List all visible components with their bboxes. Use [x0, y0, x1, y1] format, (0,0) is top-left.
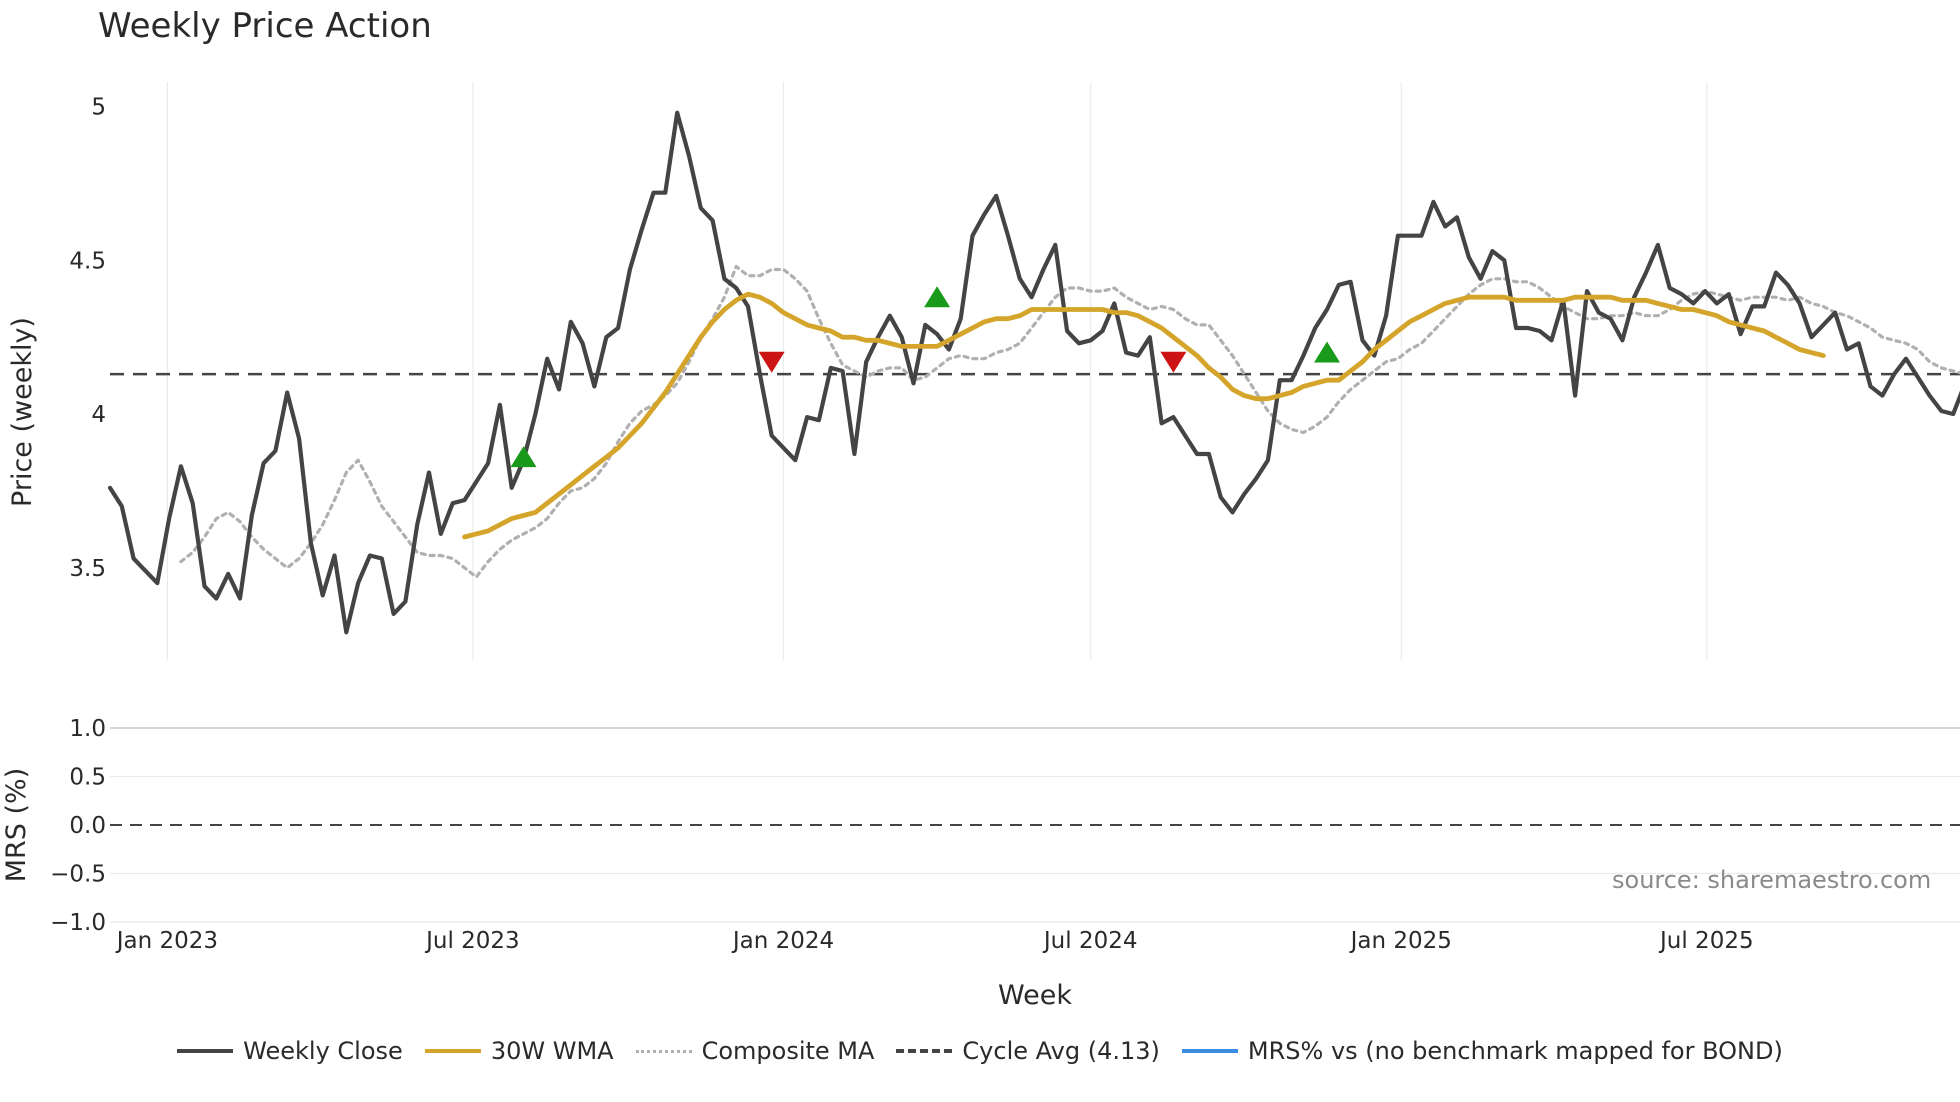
mrs-grid — [110, 727, 1960, 923]
main-ytick-label: 3.5 — [69, 556, 106, 582]
legend-item-cycle: Cycle Avg (4.13) — [896, 1037, 1160, 1065]
legend-swatch — [1181, 1049, 1238, 1053]
legend-label: Composite MA — [701, 1037, 875, 1065]
legend-item-close: Weekly Close — [177, 1037, 403, 1065]
legend: Weekly Close 30W WMA Composite MA Cycle Avg… — [0, 1037, 1960, 1065]
x-axis-label: Week — [998, 980, 1072, 1011]
series-weekly-close — [107, 110, 1960, 635]
main-y-axis: 3.5 4 4.5 5 — [69, 95, 106, 582]
mrs-ytick-label: −1.0 — [50, 910, 106, 936]
buy-signal-marker — [510, 446, 537, 468]
xtick-label: Jul 2024 — [1042, 928, 1138, 954]
main-grid — [166, 82, 1708, 660]
legend-label: MRS% vs (no benchmark mapped for BOND) — [1247, 1037, 1783, 1065]
xtick-label: Jul 2025 — [1658, 928, 1754, 954]
legend-label: Cycle Avg (4.13) — [962, 1037, 1160, 1065]
mrs-y-axis: −1.0 −0.5 0.0 0.5 1.0 — [50, 716, 106, 936]
xtick-label: Jan 2023 — [115, 928, 218, 954]
xtick-label: Jan 2025 — [1349, 928, 1452, 954]
main-series-group — [107, 110, 1960, 635]
series-30w-wma — [462, 291, 1826, 540]
signals-group — [510, 286, 1341, 468]
sell-signal-marker — [758, 351, 785, 373]
mrs-ytick-label: −0.5 — [50, 862, 106, 888]
main-y-axis-label: Price (weekly) — [7, 317, 38, 507]
source-watermark: source: sharemaestro.com — [1612, 866, 1932, 894]
legend-item-composite: Composite MA — [635, 1037, 875, 1065]
legend-swatch — [635, 1049, 692, 1053]
series-composite-ma — [179, 264, 1960, 579]
legend-item-mrs: MRS% vs (no benchmark mapped for BOND) — [1181, 1037, 1783, 1065]
legend-swatch — [424, 1049, 481, 1053]
main-ytick-label: 4.5 — [69, 248, 106, 274]
mrs-ytick-label: 0.0 — [69, 813, 106, 839]
mrs-ytick-label: 1.0 — [69, 716, 106, 742]
main-ytick-label: 4 — [91, 402, 106, 428]
mrs-ytick-label: 0.5 — [69, 765, 106, 791]
xtick-label: Jul 2023 — [424, 928, 520, 954]
legend-swatch — [177, 1049, 234, 1053]
x-axis: Jan 2023 Jul 2023 Jan 2024 Jul 2024 Jan 2025… — [115, 928, 1754, 954]
legend-item-wma: 30W WMA — [424, 1037, 614, 1065]
buy-signal-marker — [1314, 341, 1341, 363]
main-ytick-label: 5 — [91, 95, 106, 121]
legend-swatch — [896, 1049, 953, 1053]
chart-title: Weekly Price Action — [98, 6, 432, 46]
legend-label: Weekly Close — [243, 1037, 403, 1065]
sell-signal-marker — [1160, 351, 1187, 373]
legend-label: 30W WMA — [490, 1037, 614, 1065]
xtick-label: Jan 2024 — [731, 928, 834, 954]
mrs-y-axis-label: MRS (%) — [1, 768, 32, 883]
buy-signal-marker — [924, 286, 951, 308]
